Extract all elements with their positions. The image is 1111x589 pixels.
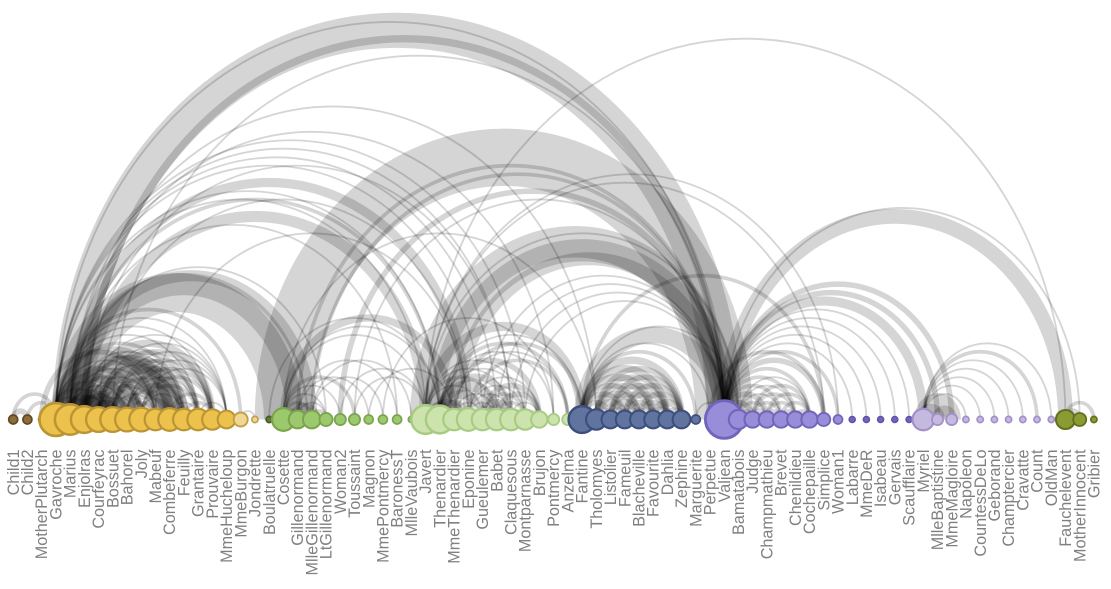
svg-text:CountessDeLo: CountessDeLo — [972, 450, 990, 557]
svg-text:Gavroche: Gavroche — [48, 450, 66, 520]
svg-text:LtGillenormand: LtGillenormand — [318, 450, 336, 560]
svg-text:Cravatte: Cravatte — [1014, 450, 1032, 511]
svg-text:Brujon: Brujon — [531, 450, 549, 497]
svg-text:MlleBaptistine: MlleBaptistine — [929, 450, 947, 551]
svg-text:Listolier: Listolier — [602, 449, 620, 505]
svg-text:Isabeau: Isabeau — [872, 450, 890, 508]
svg-text:Valjean: Valjean — [716, 450, 734, 503]
svg-text:Count: Count — [1029, 449, 1047, 493]
svg-text:BaronessT: BaronessT — [389, 449, 407, 527]
svg-text:Simplice: Simplice — [815, 450, 833, 511]
svg-text:Babet: Babet — [488, 449, 506, 492]
svg-text:Scaufflaire: Scaufflaire — [901, 450, 919, 526]
svg-text:Brevet: Brevet — [773, 449, 791, 496]
svg-text:OldMan: OldMan — [1043, 450, 1061, 507]
svg-text:Blacheville: Blacheville — [631, 450, 649, 527]
svg-text:Feuilly: Feuilly — [175, 449, 193, 497]
svg-text:Prouvaire: Prouvaire — [204, 450, 222, 519]
svg-text:Labarre: Labarre — [844, 450, 862, 506]
svg-text:Eponine: Eponine — [460, 450, 478, 509]
svg-text:Napoleon: Napoleon — [958, 450, 976, 519]
svg-text:Montparnasse: Montparnasse — [517, 450, 535, 553]
svg-text:Bossuet: Bossuet — [104, 449, 122, 508]
svg-text:MmeMagloire: MmeMagloire — [943, 450, 961, 548]
svg-text:Judge: Judge — [744, 450, 762, 494]
svg-text:Geborand: Geborand — [986, 450, 1004, 522]
svg-text:Cosette: Cosette — [275, 450, 293, 506]
svg-text:MlleGillenormand: MlleGillenormand — [303, 450, 321, 576]
svg-text:MmeHucheloup: MmeHucheloup — [218, 450, 236, 563]
svg-text:Chenildieu: Chenildieu — [787, 450, 805, 527]
svg-text:Bahorel: Bahorel — [119, 450, 137, 506]
svg-text:Anzelma: Anzelma — [559, 450, 577, 513]
svg-text:Child1: Child1 — [5, 450, 23, 496]
svg-text:MmeBurgon: MmeBurgon — [232, 450, 250, 538]
svg-text:Child2: Child2 — [19, 450, 37, 496]
svg-text:Gervais: Gervais — [886, 450, 904, 506]
svg-text:Perpetue: Perpetue — [702, 450, 720, 516]
svg-text:Tholomyes: Tholomyes — [588, 450, 606, 529]
svg-text:MmeThenardier: MmeThenardier — [446, 449, 464, 564]
svg-text:Marius: Marius — [62, 450, 80, 499]
svg-text:Thenardier: Thenardier — [431, 449, 449, 528]
svg-text:MotherPlutarch: MotherPlutarch — [33, 450, 51, 560]
svg-text:Cochepaille: Cochepaille — [801, 450, 819, 535]
svg-text:Mabeuf: Mabeuf — [147, 449, 165, 503]
svg-text:Enjolras: Enjolras — [76, 450, 94, 508]
svg-text:Fauchelevent: Fauchelevent — [1057, 449, 1075, 547]
svg-text:Gillenormand: Gillenormand — [289, 450, 307, 546]
svg-text:Champmathieu: Champmathieu — [759, 450, 777, 560]
svg-text:Pontmercy: Pontmercy — [545, 449, 563, 527]
svg-text:Favourite: Favourite — [645, 450, 663, 517]
svg-text:MmePontmercy: MmePontmercy — [375, 449, 393, 563]
svg-text:Claquesous: Claquesous — [503, 450, 521, 536]
svg-text:Dahlia: Dahlia — [659, 450, 677, 496]
svg-text:Courfeyrac: Courfeyrac — [90, 450, 108, 529]
svg-text:Gribier: Gribier — [1086, 449, 1104, 498]
svg-text:Joly: Joly — [133, 449, 151, 479]
svg-text:Magnon: Magnon — [360, 450, 378, 509]
svg-text:MlleVaubois: MlleVaubois — [403, 450, 421, 537]
svg-text:Boulatruelle: Boulatruelle — [261, 450, 279, 536]
svg-text:Woman1: Woman1 — [830, 450, 848, 514]
svg-text:Champtercier: Champtercier — [1000, 449, 1018, 547]
svg-text:Fameuil: Fameuil — [616, 450, 634, 508]
svg-text:Javert: Javert — [417, 449, 435, 494]
svg-text:MotherInnocent: MotherInnocent — [1071, 449, 1089, 562]
svg-text:Woman2: Woman2 — [332, 450, 350, 514]
svg-text:Toussaint: Toussaint — [346, 449, 364, 518]
svg-text:Grantaire: Grantaire — [190, 450, 208, 517]
svg-text:Bamatabois: Bamatabois — [730, 450, 748, 535]
svg-text:Myriel: Myriel — [915, 450, 933, 493]
svg-text:MmeDeR: MmeDeR — [858, 450, 876, 518]
svg-text:Gueulemer: Gueulemer — [474, 449, 492, 530]
svg-text:Fantine: Fantine — [574, 450, 592, 504]
svg-text:Jondrette: Jondrette — [247, 450, 265, 518]
svg-text:Marguerite: Marguerite — [687, 450, 705, 527]
svg-text:Zephine: Zephine — [673, 450, 691, 509]
svg-text:Combeferre: Combeferre — [161, 450, 179, 535]
